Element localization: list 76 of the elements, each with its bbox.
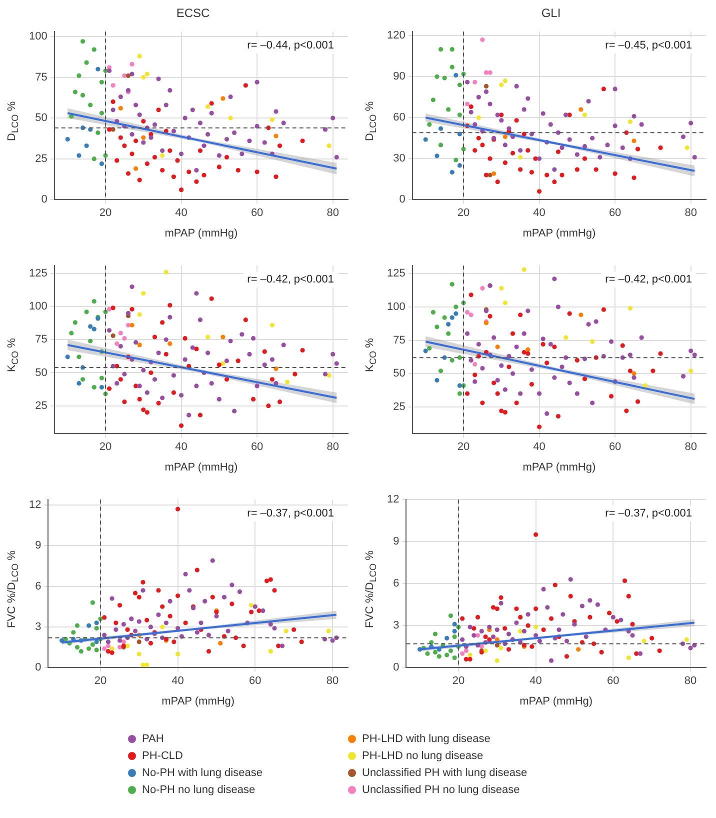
x-tick-label: 60 [249, 675, 262, 688]
y-tick-label: 60 [393, 112, 406, 124]
y-tick-label: 125 [386, 268, 406, 280]
annotation: r= –0.45, p<0.001 [605, 40, 692, 52]
x-tick-label: 80 [684, 207, 697, 220]
y-tick-label: 50 [35, 112, 48, 124]
y-tick-label: 90 [393, 70, 406, 83]
y-tick-label: 100 [28, 300, 48, 313]
y-tick-label: 25 [393, 400, 406, 413]
y-tick-label: 0 [35, 662, 42, 674]
chart-title: GLI [540, 5, 562, 22]
x-tick-label: 20 [99, 207, 112, 220]
x-axis-title: mPAP (mmHg) [520, 695, 593, 708]
annotation: r= –0.37, p<0.001 [247, 508, 334, 520]
legend-label: No-PH no lung disease [142, 784, 256, 796]
x-tick-label: 20 [94, 675, 107, 688]
y-tick-label: 25 [35, 400, 48, 412]
x-tick-label: 20 [457, 207, 470, 220]
x-tick-label: 20 [452, 675, 465, 688]
legend-label: PH-LHD with lung disease [362, 732, 490, 744]
y-tick-label: 3 [35, 620, 42, 633]
x-axis-title: mPAP (mmHg) [164, 227, 238, 240]
legend-label: Unclassified PH no lung disease [362, 784, 520, 796]
y-tick-label: 0 [41, 194, 48, 206]
x-axis-title: mPAP (mmHg) [162, 695, 235, 708]
legend-label: Unclassified PH with lung disease [362, 766, 528, 778]
x-tick-label: 20 [99, 441, 112, 454]
annotation: r= –0.42, p<0.001 [247, 274, 334, 286]
y-tick-label: 9 [35, 540, 42, 552]
y-tick-label: 100 [386, 300, 406, 313]
y-tick-label: 3 [393, 620, 400, 632]
legend-label: PH-LHD no lung disease [362, 750, 484, 762]
y-tick-label: 12 [28, 499, 42, 512]
legend-label: PH-CLD [142, 750, 183, 762]
x-tick-label: 80 [326, 441, 339, 454]
y-tick-label: 75 [393, 334, 406, 346]
y-tick-label: 6 [393, 578, 400, 590]
chart-title: ECSC [175, 5, 211, 22]
y-tick-label: 0 [399, 194, 406, 206]
annotation: r= –0.37, p<0.001 [605, 508, 692, 520]
y-tick-label: 6 [35, 580, 42, 592]
x-axis-title: mPAP (mmHg) [522, 227, 596, 240]
x-tick-label: 60 [250, 207, 264, 220]
x-tick-label: 40 [533, 207, 546, 220]
y-tick-label: 0 [393, 662, 400, 674]
legend-label: No-PH with lung disease [142, 766, 262, 778]
x-axis-title: mPAP (mmHg) [164, 461, 238, 474]
x-tick-label: 60 [608, 441, 622, 454]
annotation: r= –0.44, p<0.001 [247, 40, 334, 52]
y-tick-label: 25 [35, 152, 48, 165]
x-axis-title: mPAP (mmHg) [522, 461, 596, 474]
y-tick-label: 50 [393, 368, 406, 380]
x-tick-label: 40 [175, 441, 188, 454]
x-tick-label: 40 [172, 675, 184, 688]
y-tick-label: 125 [28, 268, 48, 280]
y-tick-label: 9 [393, 536, 400, 548]
y-tick-label: 100 [28, 30, 48, 43]
x-tick-label: 80 [326, 207, 339, 220]
x-tick-label: 60 [607, 675, 620, 688]
x-tick-label: 40 [175, 207, 188, 220]
x-tick-label: 20 [457, 441, 470, 454]
x-tick-label: 40 [533, 441, 546, 454]
x-tick-label: 80 [684, 441, 697, 454]
y-tick-label: 30 [393, 152, 406, 165]
annotation: r= –0.42, p<0.001 [605, 274, 692, 286]
y-tick-label: 75 [35, 71, 48, 84]
y-tick-label: 50 [35, 366, 48, 379]
x-tick-label: 60 [608, 207, 622, 220]
x-tick-label: 80 [326, 675, 339, 688]
y-tick-label: 12 [386, 494, 400, 506]
x-tick-label: 80 [684, 675, 697, 688]
y-tick-label: 75 [35, 334, 48, 346]
legend-label: PAH [142, 732, 164, 744]
x-tick-label: 60 [250, 441, 264, 454]
x-tick-label: 40 [530, 675, 542, 688]
y-tick-label: 120 [386, 30, 406, 42]
